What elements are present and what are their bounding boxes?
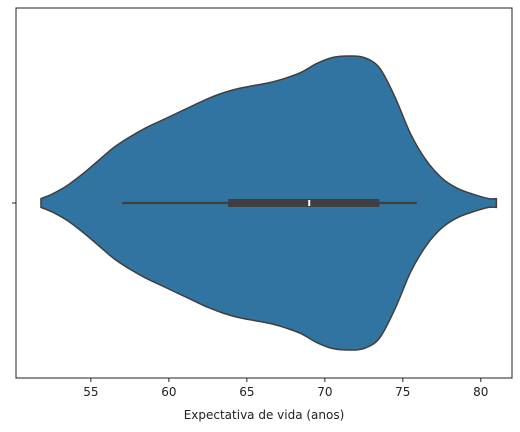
x-tick-label: 80 — [473, 385, 488, 399]
x-axis-ticks: 55 60 65 70 75 80 — [83, 378, 488, 399]
x-tick-label: 65 — [239, 385, 254, 399]
plot-frame — [15, 7, 513, 379]
box-iqr — [228, 199, 380, 207]
x-axis-label: Expectativa de vida (anos) — [184, 408, 345, 422]
x-tick-label: 75 — [395, 385, 410, 399]
x-tick-label: 55 — [83, 385, 98, 399]
x-tick-label: 70 — [317, 385, 332, 399]
x-tick-label: 60 — [161, 385, 176, 399]
